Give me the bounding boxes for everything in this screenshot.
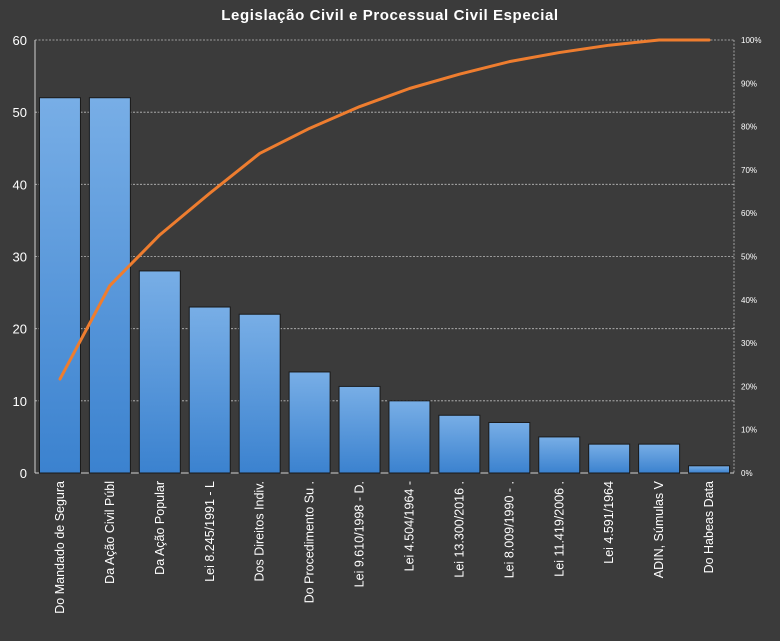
x-category-label: Do Mandado de Segura	[53, 481, 67, 614]
y-right-tick-label: 20%	[741, 382, 757, 391]
cumulative-point	[308, 127, 311, 130]
cumulative-point	[458, 73, 461, 76]
y-right-tick-label: 90%	[741, 79, 757, 88]
bar	[688, 465, 731, 474]
x-category-label: Do Habeas Data	[702, 481, 716, 573]
bar	[438, 414, 481, 474]
x-category-label: Lei 11.419/2006 .	[552, 481, 566, 577]
y-left-tick-label: 20	[13, 322, 27, 337]
x-category-label: Da Ação Popular	[153, 481, 167, 575]
y-right-tick-label: 0%	[741, 469, 753, 478]
cumulative-point	[358, 105, 361, 108]
cumulative-point	[607, 43, 611, 47]
x-category-label: ADIN, Súmulas V	[652, 480, 666, 578]
y-right-tick-label: 10%	[741, 426, 757, 435]
y-left-tick-label: 40	[13, 177, 27, 192]
bar	[638, 443, 681, 474]
chart-title: Legislação Civil e Processual Civil Espe…	[221, 7, 559, 24]
bar	[288, 371, 331, 474]
cumulative-point	[558, 51, 561, 54]
y-left-tick-label: 60	[13, 33, 27, 48]
cumulative-point	[408, 87, 411, 90]
bar	[388, 400, 431, 474]
y-right-tick-label: 30%	[741, 339, 757, 348]
cumulative-point	[208, 192, 211, 195]
x-category-label: Da Ação Civil Públ	[103, 481, 117, 584]
bar	[38, 97, 81, 474]
y-right-tick-label: 60%	[741, 209, 757, 218]
bar	[488, 421, 531, 474]
bar	[238, 313, 281, 474]
cumulative-point	[508, 60, 511, 63]
x-category-label: Dos Direitos Indiv.	[253, 481, 267, 582]
y-left-tick-label: 0	[20, 466, 27, 481]
x-category-label: Lei 4.591/1964	[602, 481, 616, 564]
x-category-label: Lei 4.504/1964 -	[402, 481, 416, 571]
x-category-label: Lei 13.300/2016 .	[452, 481, 466, 578]
x-category-label: Do Procedimento Su .	[303, 481, 317, 603]
y-right-tick-label: 50%	[741, 253, 757, 262]
x-category-label: Lei 8.009/1990 - .	[502, 481, 516, 578]
x-category-label: Lei 8.245/1991 - L	[203, 481, 217, 582]
cumulative-point	[707, 38, 711, 42]
y-right-tick-label: 40%	[741, 296, 757, 305]
bar	[538, 436, 581, 474]
bar	[338, 385, 381, 474]
y-right-tick-label: 80%	[741, 123, 757, 132]
y-left-tick-label: 30	[13, 250, 27, 265]
cumulative-point	[258, 152, 261, 155]
cumulative-point	[158, 233, 162, 237]
y-left-tick-label: 10	[13, 394, 27, 409]
y-right-tick-label: 100%	[741, 36, 761, 45]
cumulative-point	[58, 377, 62, 381]
bar	[138, 270, 181, 474]
x-category-label: Lei 9.610/1998 - D.	[353, 481, 367, 587]
bar	[588, 443, 631, 474]
y-right-tick-label: 70%	[741, 166, 757, 175]
cumulative-point	[108, 284, 112, 287]
y-left-tick-label: 50	[13, 105, 27, 120]
cumulative-point	[657, 38, 661, 42]
bar	[188, 306, 231, 474]
cumulative-line	[58, 38, 711, 381]
